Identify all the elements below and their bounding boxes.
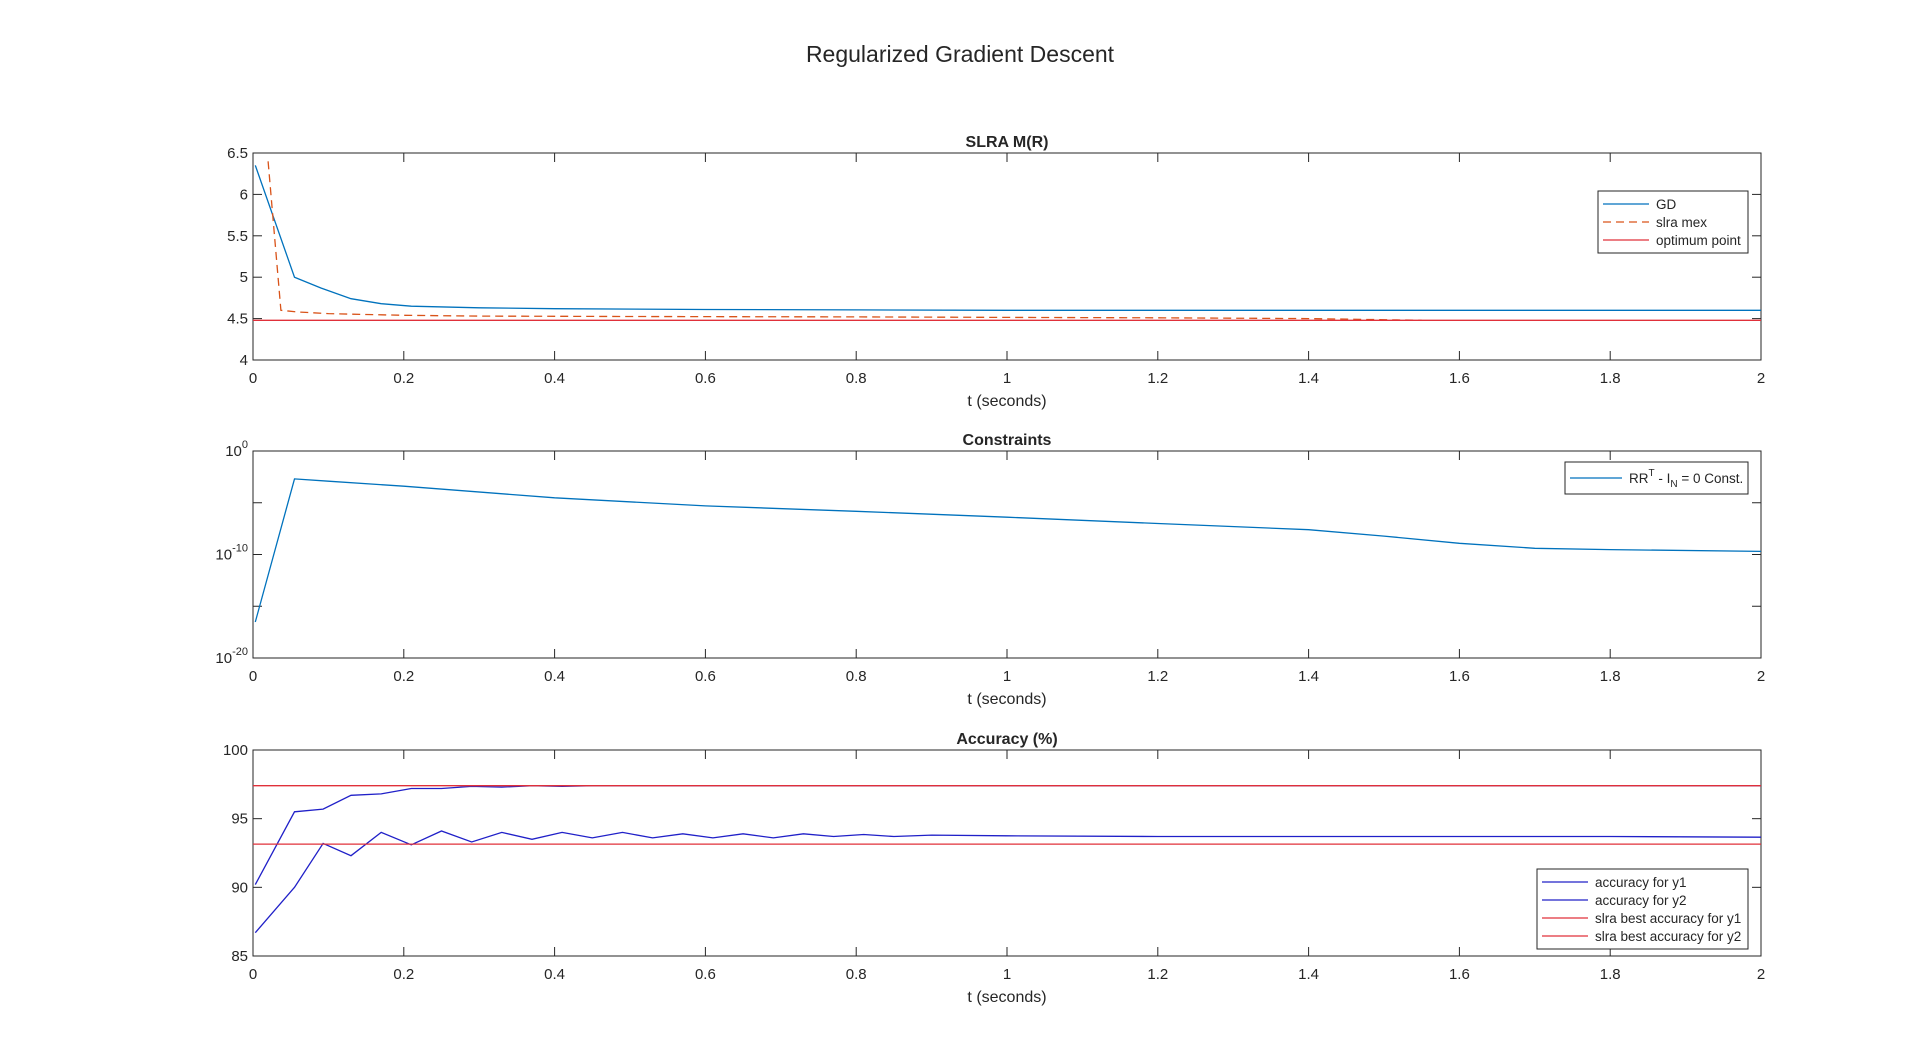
series-line-1 — [254, 165, 1761, 311]
x-tick-label: 0 — [249, 668, 257, 685]
series-line-1 — [254, 478, 1761, 623]
x-axis-label: t (seconds) — [967, 393, 1046, 410]
legend: accuracy for y1 accuracy for y2 slra best … — [1536, 868, 1749, 950]
series-line-2 — [254, 830, 1761, 934]
x-tick-label: 2 — [1757, 668, 1765, 685]
y-tick-label: 5 — [240, 269, 248, 286]
x-tick-label: 0 — [249, 966, 257, 983]
x-tick-label: 1.4 — [1298, 966, 1319, 983]
x-tick-label: 0.4 — [544, 668, 565, 685]
subplot-1: 0 0.2 0.4 0.6 0.8 1 1.2 1.4 1.6 1.8 2 4 4.5 5 5.5 6 6.5 S… — [227, 134, 1765, 410]
y-tick-label: 4 — [240, 352, 248, 369]
subplot-3: 0 0.2 0.4 0.6 0.8 1 1.2 1.4 1.6 1.8 2 85 90 95 100 Accu… — [223, 731, 1765, 1006]
x-tick-label: 0.8 — [846, 668, 867, 685]
x-tick-label: 0.2 — [393, 370, 414, 387]
legend-label: slra mex — [1656, 215, 1707, 230]
x-tick-label: 0.8 — [846, 370, 867, 387]
y-tick-label: 6 — [240, 186, 248, 203]
subplot-2: 0 0.2 0.4 0.6 0.8 1 1.2 1.4 1.6 1.8 2 100 10-10 10-20… — [215, 432, 1765, 708]
x-tick-label: 1.2 — [1147, 370, 1168, 387]
x-tick-label: 1 — [1003, 668, 1011, 685]
x-tick-label: 0.4 — [544, 966, 565, 983]
x-tick-label: 2 — [1757, 370, 1765, 387]
x-tick-label: 1.6 — [1449, 370, 1470, 387]
x-tick-label: 1.4 — [1298, 370, 1319, 387]
legend-label: slra best accuracy for y2 — [1595, 929, 1741, 944]
x-tick-label: 0.2 — [393, 668, 414, 685]
axes-box — [252, 152, 1762, 361]
y-tick-label: 5.5 — [227, 228, 248, 245]
legend-label: GD — [1656, 197, 1677, 212]
legend: GD slra mex optimum point — [1597, 190, 1749, 254]
legend-label: accuracy for y1 — [1595, 875, 1687, 890]
x-tick-label: 1.8 — [1600, 668, 1621, 685]
axes-box — [252, 450, 1762, 659]
x-tick-label: 1.8 — [1600, 370, 1621, 387]
x-tick-label: 1.6 — [1449, 966, 1470, 983]
x-tick-label: 0.6 — [695, 966, 716, 983]
subplot-title: Constraints — [963, 432, 1052, 449]
y-tick-label: 95 — [231, 811, 248, 828]
legend-label: optimum point — [1656, 233, 1741, 248]
y-tick-label: 90 — [231, 879, 248, 896]
x-tick-label: 1.2 — [1147, 966, 1168, 983]
x-tick-label: 0.6 — [695, 668, 716, 685]
y-tick-label: 100 — [225, 439, 248, 460]
x-tick-label: 1 — [1003, 370, 1011, 387]
x-tick-label: 2 — [1757, 966, 1765, 983]
y-tick-label: 85 — [231, 948, 248, 965]
subplot-title: Accuracy (%) — [956, 731, 1057, 748]
legend: RRT - IN = 0 Const. — [1564, 461, 1749, 495]
legend-label: accuracy for y2 — [1595, 893, 1687, 908]
y-tick-label: 10-10 — [215, 543, 248, 564]
y-tick-label: 10-20 — [215, 646, 248, 667]
x-tick-label: 1.2 — [1147, 668, 1168, 685]
y-tick-label: 6.5 — [227, 145, 248, 162]
x-axis-label: t (seconds) — [967, 989, 1046, 1006]
legend-label: slra best accuracy for y1 — [1595, 911, 1741, 926]
y-tick-label: 100 — [223, 742, 248, 759]
y-tick-label: 4.5 — [227, 311, 248, 328]
subplot-title: SLRA M(R) — [966, 134, 1049, 151]
x-tick-label: 1 — [1003, 966, 1011, 983]
x-axis-label: t (seconds) — [967, 691, 1046, 708]
x-tick-label: 0.8 — [846, 966, 867, 983]
x-tick-label: 1.6 — [1449, 668, 1470, 685]
x-tick-label: 0.4 — [544, 370, 565, 387]
figure-title: Regularized Gradient Descent — [806, 41, 1115, 67]
x-tick-label: 0 — [249, 370, 257, 387]
x-tick-label: 0.2 — [393, 966, 414, 983]
x-tick-label: 1.4 — [1298, 668, 1319, 685]
x-tick-label: 0.6 — [695, 370, 716, 387]
legend-label: RRT - IN = 0 Const. — [1629, 468, 1743, 490]
x-tick-label: 1.8 — [1600, 966, 1621, 983]
axes-box — [252, 749, 1762, 957]
